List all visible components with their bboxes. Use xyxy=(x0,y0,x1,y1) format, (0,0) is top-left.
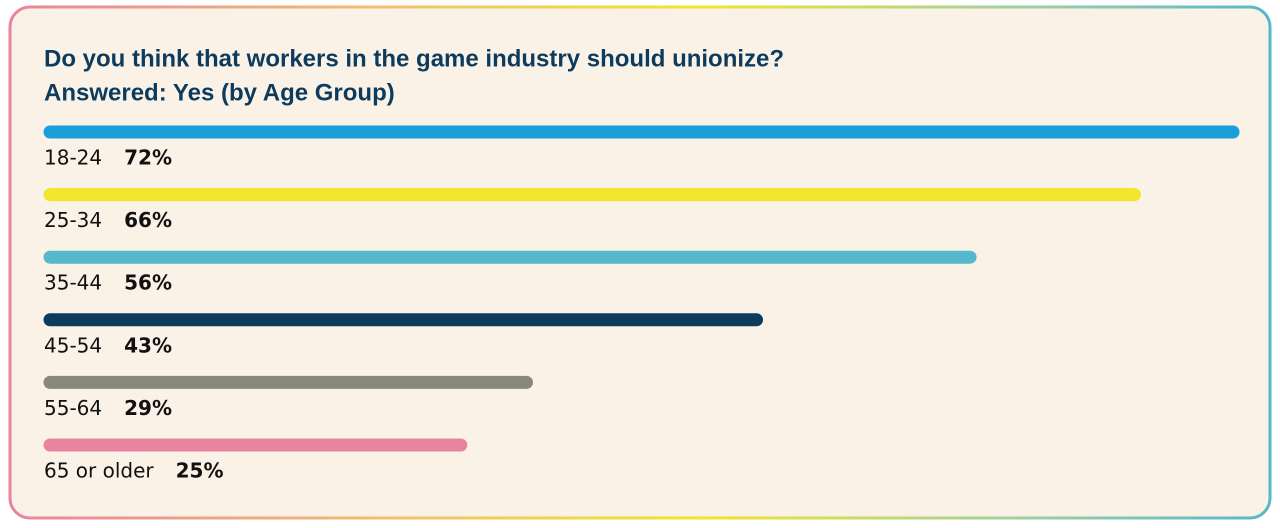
category-label: 45-54 xyxy=(44,333,102,357)
category-label: 35-44 xyxy=(44,271,102,295)
category-label: 25-34 xyxy=(44,208,102,232)
value-label: 25% xyxy=(176,459,224,483)
value-label: 43% xyxy=(124,333,172,357)
value-label: 56% xyxy=(124,271,172,295)
value-label: 29% xyxy=(124,396,172,420)
category-label: 55-64 xyxy=(44,396,102,420)
category-label: 65 or older xyxy=(44,459,154,483)
category-label: 18-24 xyxy=(44,146,102,170)
value-label: 66% xyxy=(124,208,172,232)
value-label: 72% xyxy=(124,146,172,170)
chart-subtitle: Answered: Yes (by Age Group) xyxy=(44,79,395,106)
chart-title: Do you think that workers in the game in… xyxy=(44,45,784,72)
